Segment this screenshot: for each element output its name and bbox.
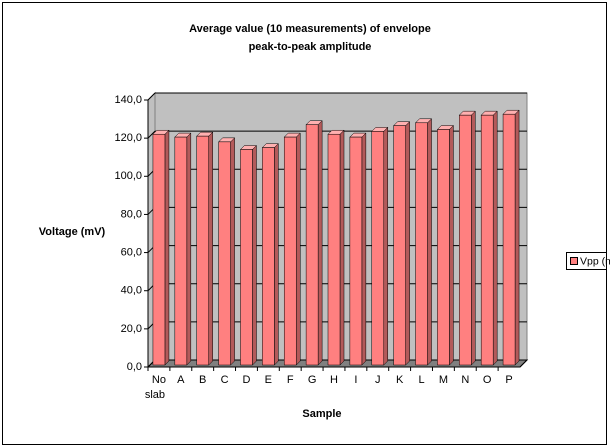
x-tick-label: O xyxy=(483,374,492,386)
grid-line xyxy=(147,130,156,139)
bar xyxy=(415,122,428,366)
bar-side xyxy=(295,132,301,366)
bar-side xyxy=(186,132,192,366)
floor-edge xyxy=(519,359,528,368)
y-tick-label: 140,0 xyxy=(114,94,142,106)
bar-side xyxy=(361,132,367,366)
bar xyxy=(196,135,209,366)
y-tick-label: 60,0 xyxy=(121,246,142,258)
x-tick-label: M xyxy=(439,374,448,386)
bar-side xyxy=(339,129,345,366)
bar-side xyxy=(492,110,498,366)
y-axis-label: Voltage (mV) xyxy=(39,226,106,238)
bar-side xyxy=(317,120,323,366)
bar-side xyxy=(230,137,235,366)
legend-label: Vpp (mV) xyxy=(580,255,610,267)
y-tick-label: 20,0 xyxy=(121,323,142,335)
bar xyxy=(174,136,188,366)
bar xyxy=(502,113,516,366)
x-tick-label: P xyxy=(505,374,512,386)
bar xyxy=(283,136,297,366)
x-tick-label: I xyxy=(354,374,357,386)
bar xyxy=(218,141,231,366)
bar-side xyxy=(274,142,279,366)
x-tick-label: E xyxy=(265,374,272,386)
bar-side xyxy=(514,109,520,366)
x-tick-label: J xyxy=(375,374,381,386)
bar-side xyxy=(471,110,476,366)
x-tick-label: K xyxy=(396,374,404,386)
x-tick-label: F xyxy=(287,374,294,386)
bar xyxy=(437,129,450,366)
legend: Vpp (mV) xyxy=(566,252,610,270)
bar-side xyxy=(449,124,454,366)
x-tick-label: G xyxy=(308,374,317,386)
bar xyxy=(480,114,494,366)
x-tick-label: B xyxy=(199,374,206,386)
grid-line xyxy=(147,92,156,101)
x-tick-label: No slab xyxy=(145,374,166,401)
bar xyxy=(262,147,275,366)
x-tick-label: A xyxy=(177,374,185,386)
bar-side xyxy=(252,144,257,366)
x-axis-label: Sample xyxy=(302,408,341,420)
x-tick-label: C xyxy=(221,374,229,386)
chart-title: peak-to-peak amplitude xyxy=(249,41,372,53)
y-tick-label: 40,0 xyxy=(121,285,142,297)
x-tick-label: D xyxy=(242,374,250,386)
x-tick-label: N xyxy=(461,374,469,386)
bar-side xyxy=(405,121,410,366)
bar-side xyxy=(164,129,170,366)
x-tick-label: H xyxy=(330,374,338,386)
bar-side xyxy=(208,131,213,366)
y-tick-label: 120,0 xyxy=(114,132,142,144)
bar xyxy=(240,149,253,366)
bar xyxy=(371,131,385,366)
bar xyxy=(459,114,472,366)
bar xyxy=(305,124,319,366)
y-tick-label: 0,0 xyxy=(127,361,142,373)
legend-swatch xyxy=(570,257,578,265)
x-tick-label: L xyxy=(418,374,424,386)
bar-side xyxy=(383,126,389,366)
bar xyxy=(393,125,406,366)
bar-side xyxy=(427,118,432,366)
y-tick-label: 80,0 xyxy=(121,208,142,220)
bar xyxy=(327,133,341,366)
bar xyxy=(152,133,166,366)
legend-box xyxy=(566,252,607,270)
y-tick-label: 100,0 xyxy=(114,170,142,182)
bar xyxy=(349,136,363,366)
chart-title: Average value (10 measurements) of envel… xyxy=(189,23,431,35)
